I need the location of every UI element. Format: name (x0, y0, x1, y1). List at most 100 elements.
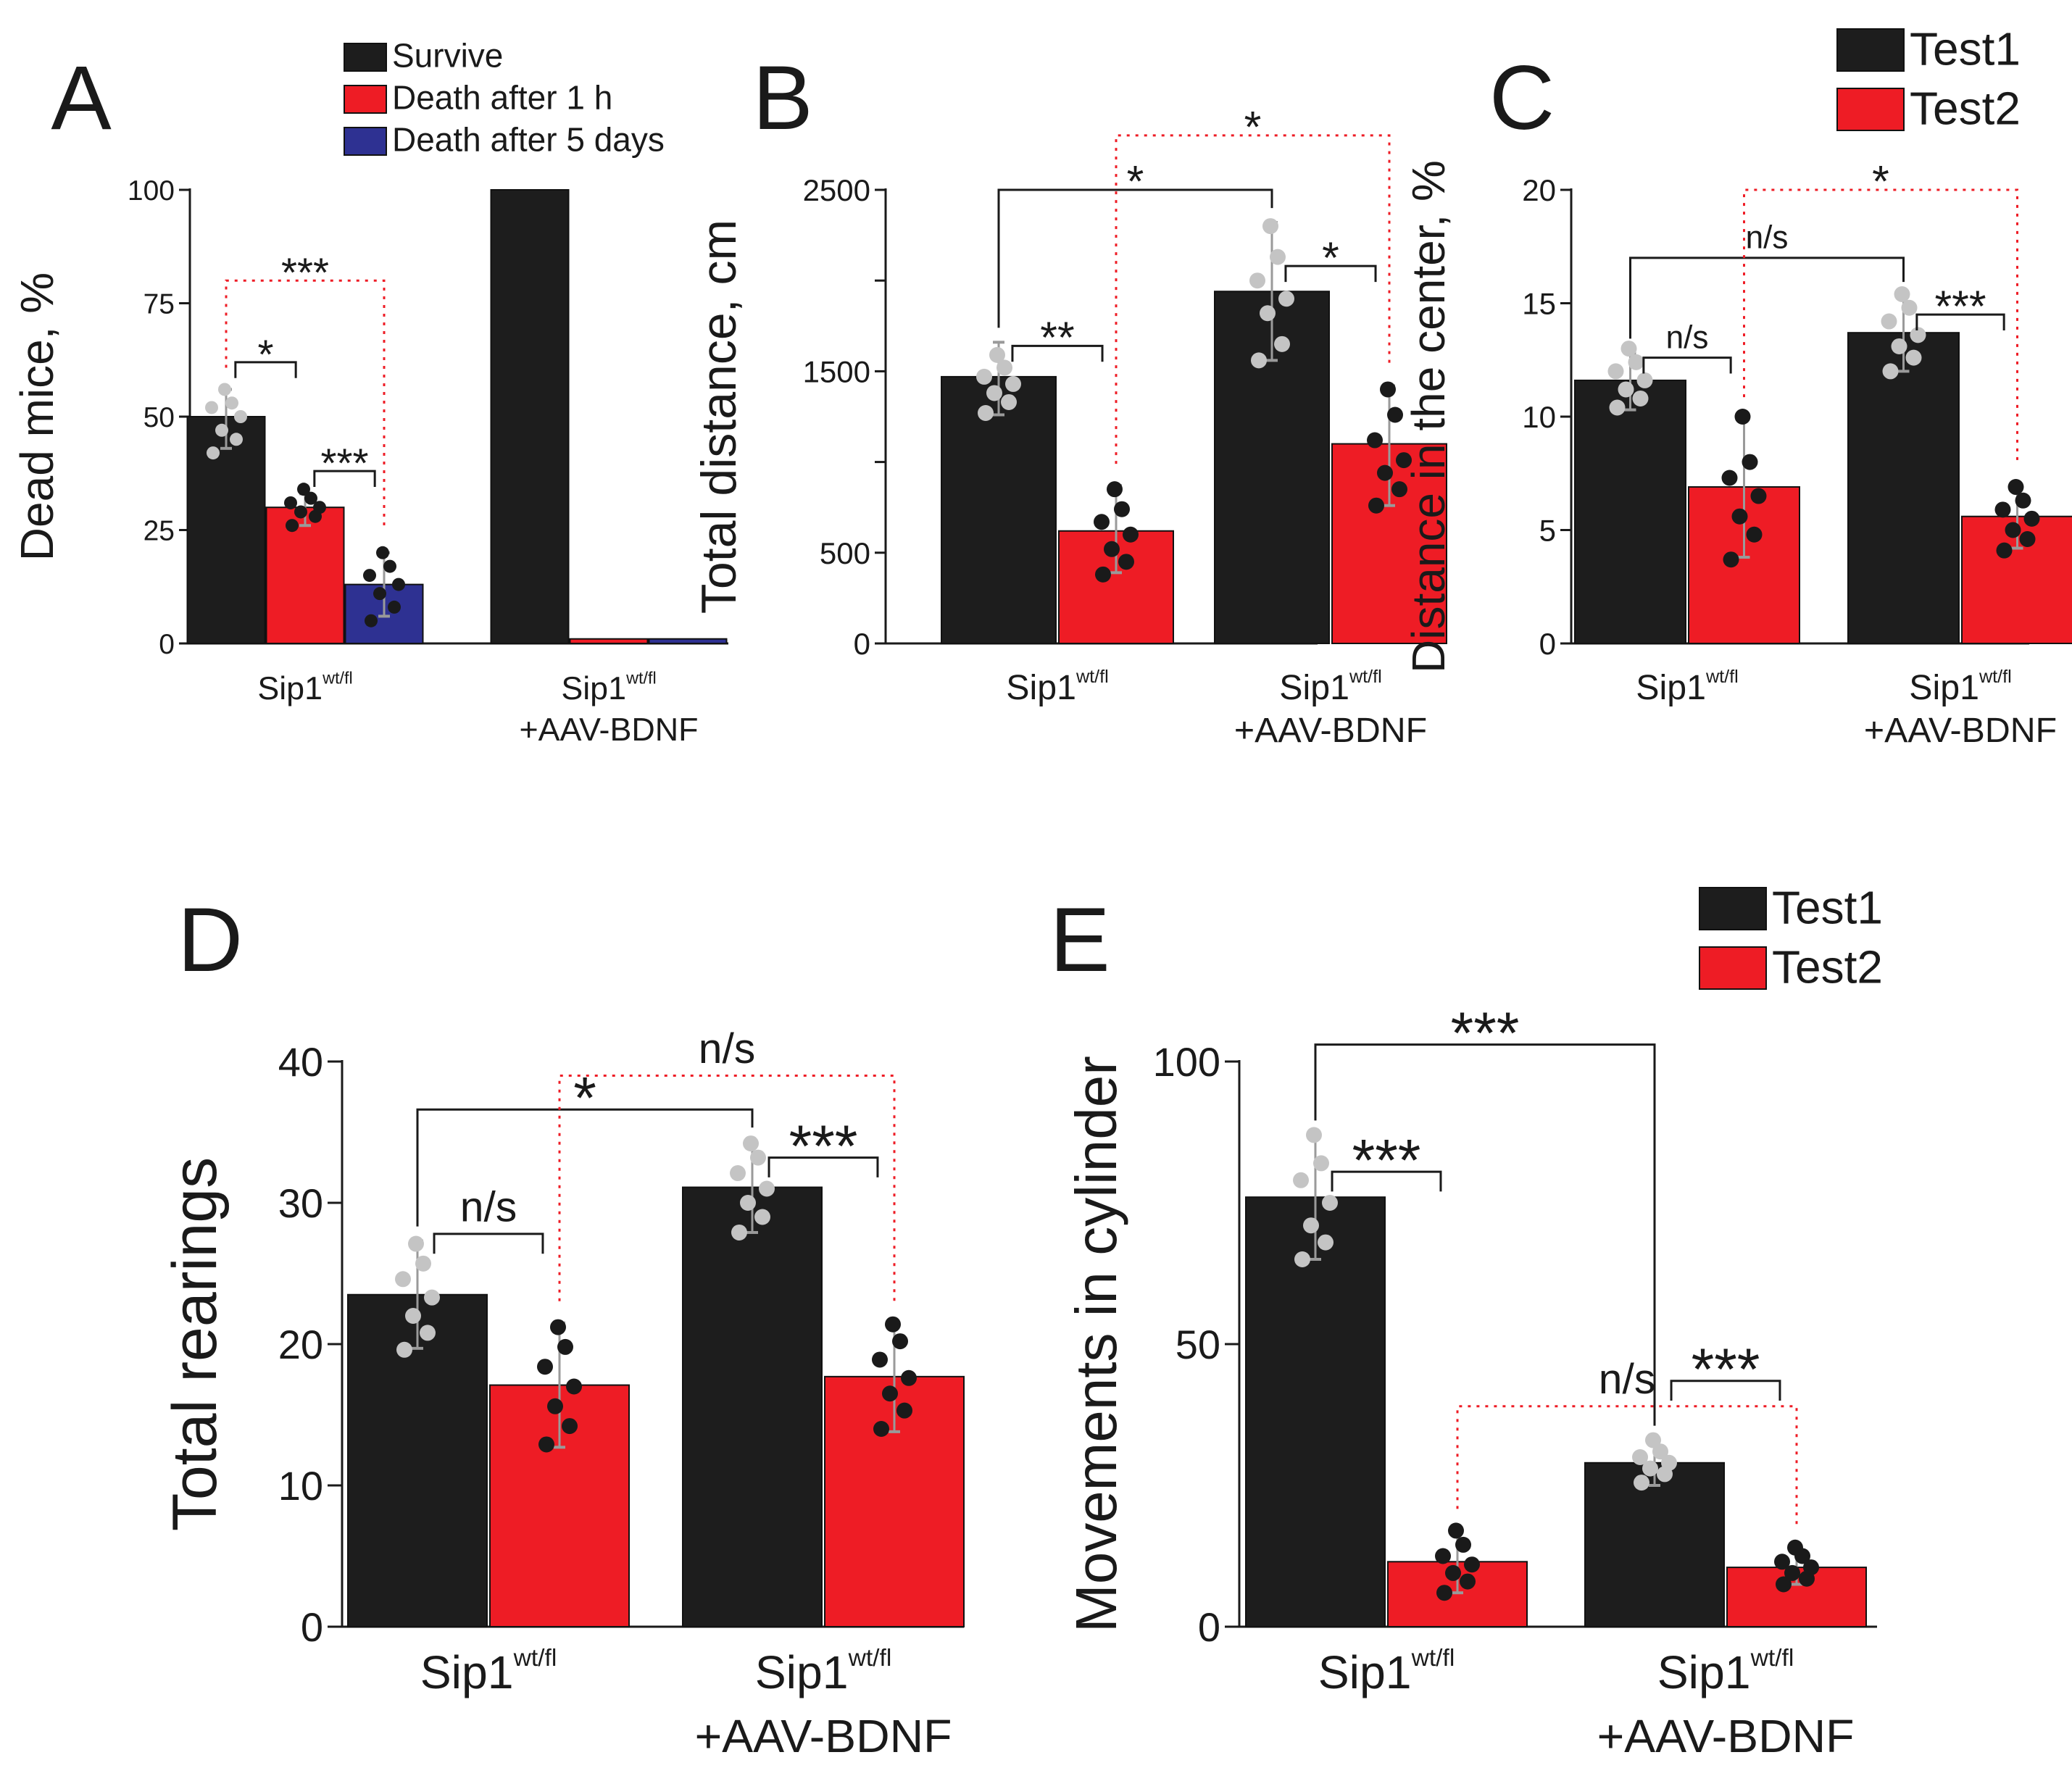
legend-label: Death after 1 h (392, 78, 612, 116)
data-point (1750, 488, 1767, 504)
data-point (1445, 1564, 1461, 1581)
data-point (395, 1271, 411, 1288)
data-point (218, 383, 231, 396)
data-point (537, 1359, 553, 1375)
data-point (1784, 1564, 1800, 1581)
data-point (424, 1289, 440, 1306)
bar (1245, 1196, 1386, 1627)
group-label-superscript: wt/fl (1411, 1645, 1455, 1672)
group-label-name: Sip1 (1006, 668, 1076, 707)
data-point (1095, 566, 1111, 583)
legend: Test1 Test2 (1836, 22, 2021, 134)
significance-bracket (1314, 1043, 1656, 1426)
group-label-name: Sip1 (1636, 668, 1706, 707)
significance-bracket (1670, 1380, 1781, 1401)
group-label-superscript: wt/fl (1979, 667, 2012, 687)
data-point (1652, 1443, 1668, 1460)
data-point (1723, 551, 1739, 568)
group-label-name: Sip1 (420, 1646, 514, 1698)
data-point (1731, 508, 1748, 525)
data-point (1746, 526, 1763, 543)
data-point (286, 519, 299, 533)
group-label-name: Sip1 (561, 670, 626, 706)
y-tick-label: 0 (1198, 1604, 1220, 1650)
bar (265, 506, 345, 645)
legend-swatch (1699, 887, 1767, 930)
data-point (2015, 492, 2031, 509)
significance-bracket-dotted (558, 1075, 896, 1303)
data-point (1905, 349, 1922, 366)
group-label-name: Sip1 (755, 1646, 849, 1698)
significance-label: * (1244, 102, 1262, 151)
data-point (1881, 313, 1897, 330)
group-label-name: Sip1 (1318, 1646, 1412, 1698)
data-point (730, 1165, 746, 1182)
bar (490, 189, 570, 644)
bar (569, 638, 649, 644)
group-label-line2: +AAV-BDNF (695, 1710, 952, 1762)
group-label-superscript: wt/fl (848, 1645, 892, 1672)
data-point (882, 1385, 898, 1402)
y-axis-label: Total rearings (160, 1157, 230, 1531)
y-axis-label: Dead mice, % (11, 272, 63, 561)
data-point (1661, 1454, 1677, 1471)
significance-label: * (1872, 157, 1889, 206)
legend-swatch (344, 127, 387, 156)
data-point (1607, 363, 1624, 380)
legend-swatch (1836, 88, 1905, 131)
data-point (731, 1224, 747, 1240)
data-point (1114, 501, 1130, 517)
y-axis-label: Distance in the center, % (1402, 160, 1455, 673)
legend-label: Test1 (1910, 22, 2021, 75)
group-label-name: Sip1 (1909, 668, 1979, 707)
y-tick-label: 50 (143, 402, 175, 433)
data-point (225, 396, 238, 410)
data-point (2019, 531, 2036, 548)
y-tick-label: 2500 (803, 173, 870, 207)
data-point (1645, 1432, 1661, 1448)
significance-label: *** (1451, 1001, 1520, 1067)
data-point (1322, 1195, 1338, 1211)
y-tick-label: 0 (854, 627, 870, 661)
significance-label: *** (1692, 1338, 1760, 1403)
data-point (997, 359, 1012, 376)
data-point (1260, 305, 1276, 322)
group-label: Sip1wt/fl (257, 669, 352, 706)
data-point (989, 346, 1005, 363)
significance-bracket (767, 1156, 879, 1177)
data-point (750, 1149, 766, 1166)
data-point (1721, 470, 1738, 486)
legend-label: Survive (392, 36, 503, 74)
data-point (892, 1333, 908, 1350)
group-label-superscript: wt/fl (1075, 667, 1109, 687)
data-point (557, 1338, 573, 1355)
data-point (1391, 481, 1407, 498)
bar (648, 638, 728, 644)
data-point (976, 368, 992, 385)
data-point (207, 446, 220, 460)
data-point (408, 1235, 424, 1252)
data-point (383, 559, 396, 573)
y-tick-label: 5 (1539, 514, 1556, 548)
data-point (376, 546, 389, 559)
significance-label: * (1322, 233, 1339, 282)
group-label: Sip1wt/fl (755, 1645, 892, 1698)
legend-swatch (1699, 946, 1767, 990)
data-point (1278, 291, 1294, 307)
y-tick-label: 0 (301, 1604, 323, 1650)
group-label-line2: +AAV-BDNF (1597, 1710, 1855, 1762)
significance-label: * (573, 1066, 596, 1131)
group-label: Sip1wt/fl (1318, 1645, 1455, 1698)
y-tick-label: 1500 (803, 355, 870, 389)
significance-bracket (1284, 264, 1377, 283)
significance-label: *** (1352, 1128, 1421, 1193)
data-point (1435, 1548, 1451, 1564)
data-point (2023, 510, 2040, 527)
data-point (1994, 501, 2011, 518)
significance-bracket (1011, 344, 1104, 362)
significance-label: n/s (699, 1025, 755, 1072)
y-tick-label: 100 (128, 175, 175, 207)
data-point (1318, 1234, 1334, 1251)
significance-label: * (1127, 157, 1144, 206)
